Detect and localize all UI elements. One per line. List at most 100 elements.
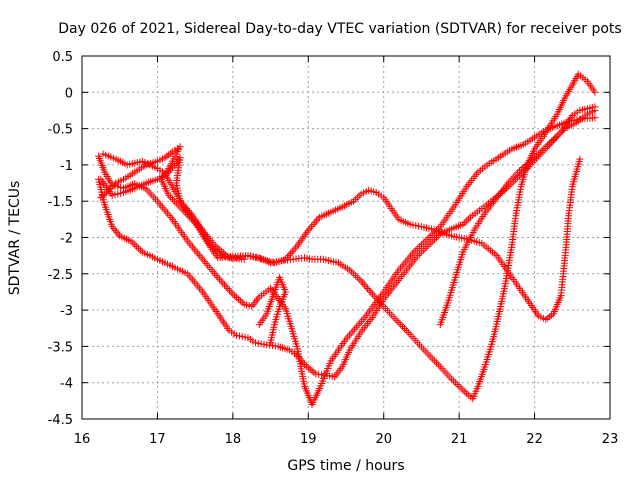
data-point [393,317,401,325]
x-tick-label: 20 [375,432,392,447]
data-point [231,292,239,300]
data-point [591,114,599,122]
data-point [353,194,361,202]
data-point [226,286,234,294]
data-point [427,353,435,361]
data-point [133,243,141,251]
data-point [400,324,408,332]
data-point [290,246,298,254]
data-point [219,279,227,287]
data-point [288,248,296,256]
data-point [357,277,365,285]
data-point [224,285,232,293]
data-point [425,234,433,241]
data-point [169,195,177,203]
data-point [429,237,437,245]
data-point [136,246,144,254]
data-point [312,217,320,225]
y-tick-label: 0.5 [52,50,73,65]
y-tick-label: -1 [60,159,73,174]
data-point [419,239,427,247]
data-point [350,270,358,278]
y-tick-label: -4.5 [48,413,73,428]
data-point [459,386,467,394]
data-point [309,221,317,229]
data-point [310,368,318,376]
data-point [306,365,314,373]
x-tick-label: 21 [451,432,468,447]
data-point [113,228,121,236]
data-point [217,277,225,285]
data-point [110,181,118,189]
data-point [395,319,403,327]
data-point [412,246,420,254]
data-point [359,279,367,287]
x-tick-label: 17 [149,432,166,447]
data-point [455,382,463,390]
data-point [423,243,431,251]
data-point [431,357,439,365]
grid [82,56,610,419]
data-point [397,321,405,329]
data-point [306,224,314,232]
data-point [229,290,237,298]
x-tick-label: 18 [225,432,242,447]
data-point [131,241,139,249]
data-point [351,272,359,280]
data-point [291,244,299,252]
data-point [235,295,243,303]
y-tick-label: -2 [60,232,73,247]
chart-title: Day 026 of 2021, Sidereal Day-to-day VTE… [58,21,621,37]
data-point [425,241,433,249]
y-tick-label: 0 [65,86,73,101]
data-point [99,192,107,200]
data-point [311,219,319,227]
data-point [220,281,228,289]
y-tick-label: -1.5 [48,195,73,210]
data-point [362,283,370,291]
data-point [427,239,435,247]
data-point [304,364,312,372]
data-point [355,275,363,283]
data-point [267,339,275,347]
data-point [254,295,262,303]
data-point [451,379,459,387]
data-point [429,355,437,363]
series-track-c [97,143,584,324]
data-point [416,250,424,258]
data-point [431,235,439,243]
data-point [365,286,373,294]
data-point [421,244,429,252]
data-point [417,241,425,249]
data-point [457,384,465,392]
data-point [429,230,437,238]
data-point [427,232,435,240]
data-point [236,297,244,305]
data-point [517,165,525,173]
data-point [167,193,175,201]
data-points [95,70,599,408]
data-point [249,301,257,309]
data-point [421,237,429,245]
x-tick-label: 22 [526,432,543,447]
data-point [355,192,363,200]
data-point [360,281,368,289]
series-track-g [255,273,290,347]
series-track-f [436,106,599,329]
data-point [591,106,599,114]
data-point [215,275,223,283]
series-track-e [97,154,248,263]
x-tick-label: 16 [74,432,91,447]
data-point [434,361,442,369]
data-point [240,255,248,263]
data-point [367,288,375,296]
series-track-a [95,114,599,408]
data-point [417,248,425,256]
data-point [549,135,557,143]
data-point [351,195,359,203]
data-point [414,244,422,252]
data-point [449,377,457,385]
y-tick-label: -0.5 [48,123,73,138]
data-point [251,299,259,307]
